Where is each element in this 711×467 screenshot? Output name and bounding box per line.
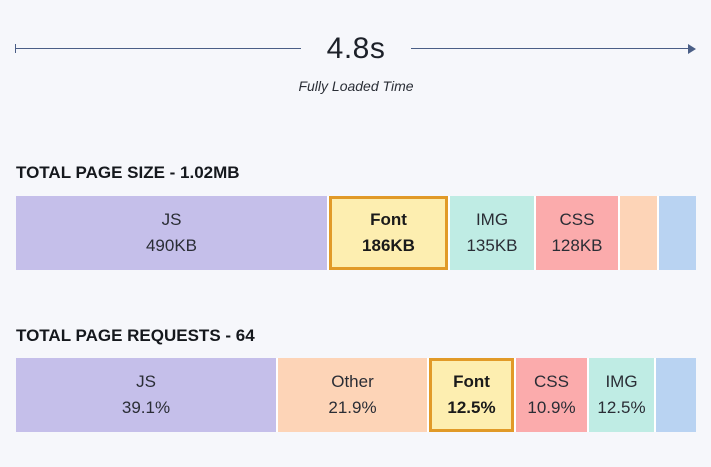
- fully-loaded-time-value: 4.8s: [326, 32, 386, 65]
- page-requests-bar: JS 39.1% Other 21.9% Font 12.5% CSS 10.9…: [16, 358, 696, 432]
- requests-segment-misc[interactable]: [656, 358, 696, 432]
- segment-value: 12.5%: [447, 398, 496, 417]
- segment-value: 21.9%: [328, 398, 377, 417]
- segment-label: Font: [453, 371, 490, 391]
- segment-value: 39.1%: [121, 398, 171, 417]
- segment-value: 10.9%: [527, 398, 576, 417]
- segment-value: 128KB: [551, 236, 603, 255]
- size-segment-img[interactable]: IMG 135KB: [448, 196, 536, 270]
- segment-label: Font: [370, 209, 407, 229]
- segment-value: 490KB: [145, 236, 198, 255]
- segment-value: 186KB: [362, 236, 415, 255]
- requests-segment-other[interactable]: Other 21.9%: [278, 358, 429, 432]
- segment-label: Other: [331, 371, 374, 391]
- page-size-title: TOTAL PAGE SIZE - 1.02MB: [16, 163, 240, 182]
- size-segment-css[interactable]: CSS 128KB: [536, 196, 620, 270]
- size-segment-js[interactable]: JS 490KB: [16, 196, 329, 270]
- size-segment-font[interactable]: Font 186KB: [329, 196, 448, 270]
- segment-label: IMG: [605, 371, 638, 391]
- segment-label: CSS: [534, 371, 569, 391]
- page-size-bar: JS 490KB Font 186KB IMG 135KB CSS 128KB: [16, 196, 696, 270]
- size-segment-misc[interactable]: [659, 196, 696, 270]
- segment-label: JS: [161, 209, 182, 229]
- fully-loaded-time-caption: Fully Loaded Time: [298, 78, 414, 94]
- requests-segment-img[interactable]: IMG 12.5%: [589, 358, 656, 432]
- requests-segment-font[interactable]: Font 12.5%: [429, 358, 514, 432]
- arrow-right-icon: [688, 44, 696, 54]
- size-segment-other[interactable]: [620, 196, 659, 270]
- page-requests-title: TOTAL PAGE REQUESTS - 64: [16, 326, 255, 345]
- segment-value: 135KB: [466, 236, 518, 255]
- timeline-line-right: [411, 48, 694, 49]
- segment-label: JS: [136, 371, 156, 391]
- fully-loaded-timeline: 4.8s Fully Loaded Time: [15, 18, 696, 94]
- requests-segment-js[interactable]: JS 39.1%: [16, 358, 278, 432]
- segment-label: CSS: [559, 209, 595, 229]
- segment-value: 12.5%: [597, 398, 646, 417]
- timeline-start-tick: [15, 44, 16, 53]
- segment-label: IMG: [475, 209, 509, 229]
- timeline-line-left: [16, 48, 301, 49]
- requests-segment-css[interactable]: CSS 10.9%: [514, 358, 589, 432]
